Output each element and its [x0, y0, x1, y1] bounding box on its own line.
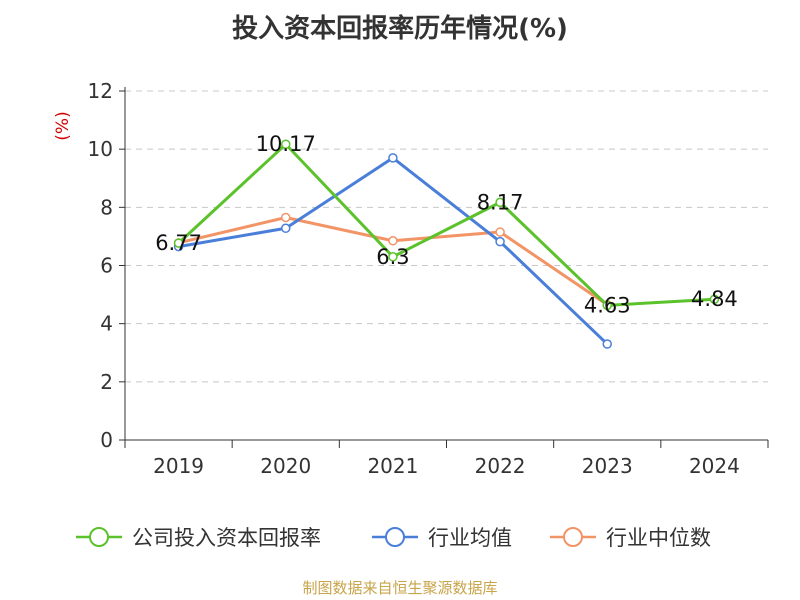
chart-title: 投入资本回报率历年情况(%) [232, 14, 568, 44]
legend-item[interactable]: 行业均值 [372, 526, 512, 550]
data-point [495, 197, 505, 208]
data-point [495, 227, 505, 237]
axis-layer: 0 2 4 6 8 10 12 (%) 2019 2020 2021 2022 2023 2024 [53, 79, 769, 478]
label-layer: 6.77 10.17 6.3 8.17 4.63 4.84 [155, 132, 738, 317]
legend[interactable]: 公司投入资本回报率 行业均值 行业中位数 [76, 526, 711, 550]
y-tick-label: 12 [88, 79, 113, 103]
y-tick-label: 10 [88, 137, 113, 161]
data-label: 8.17 [477, 190, 524, 214]
data-label: 6.3 [376, 245, 409, 269]
data-point [388, 236, 398, 246]
data-point [173, 238, 184, 248]
data-label: 6.77 [155, 231, 202, 255]
x-tick-label: 2019 [153, 454, 204, 478]
y-tick-label: 6 [100, 254, 113, 278]
x-tick-label: 2020 [260, 454, 311, 478]
series-line [177, 142, 715, 307]
data-point [602, 339, 612, 349]
legend-label: 公司投入资本回报率 [132, 526, 321, 550]
data-point [281, 212, 291, 223]
legend-label: 行业中位数 [606, 526, 711, 550]
legend-label: 行业均值 [428, 526, 512, 550]
y-axis-label: (%) [53, 111, 73, 140]
data-point [602, 300, 612, 311]
data-point [281, 139, 291, 149]
legend-item[interactable]: 公司投入资本回报率 [76, 526, 321, 550]
data-point [281, 223, 291, 234]
grid-layer [125, 90, 768, 383]
series-layer [173, 139, 720, 349]
legend-marker [89, 527, 109, 547]
y-tick-label: 0 [100, 428, 113, 452]
data-label: 10.17 [256, 132, 316, 156]
x-tick-label: 2024 [689, 454, 740, 478]
data-label: 4.84 [691, 287, 738, 311]
data-point [709, 294, 720, 304]
source-note: 制图数据来自恒生聚源数据库 [302, 579, 498, 597]
x-tick-label: 2023 [582, 454, 633, 478]
data-point [495, 236, 505, 247]
y-tick-label: 2 [100, 370, 113, 394]
data-point [388, 153, 398, 163]
legend-marker [385, 527, 405, 547]
y-tick-label: 4 [100, 312, 113, 336]
data-label: 4.63 [584, 293, 631, 317]
legend-item[interactable]: 行业中位数 [550, 526, 711, 550]
legend-marker [563, 527, 583, 547]
data-point [388, 252, 398, 262]
x-tick-label: 2022 [475, 454, 526, 478]
y-tick-label: 8 [100, 195, 113, 219]
x-tick-label: 2021 [367, 454, 418, 478]
